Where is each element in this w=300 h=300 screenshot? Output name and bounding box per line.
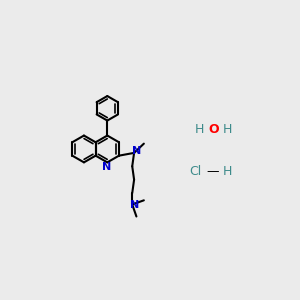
Text: N: N <box>132 146 141 157</box>
Text: H: H <box>223 165 232 178</box>
Text: N: N <box>130 200 139 210</box>
Text: O: O <box>208 123 219 136</box>
Text: —: — <box>206 165 219 178</box>
Text: H: H <box>194 123 204 136</box>
Text: N: N <box>102 161 111 172</box>
Text: Cl: Cl <box>190 165 202 178</box>
Text: H: H <box>223 123 232 136</box>
